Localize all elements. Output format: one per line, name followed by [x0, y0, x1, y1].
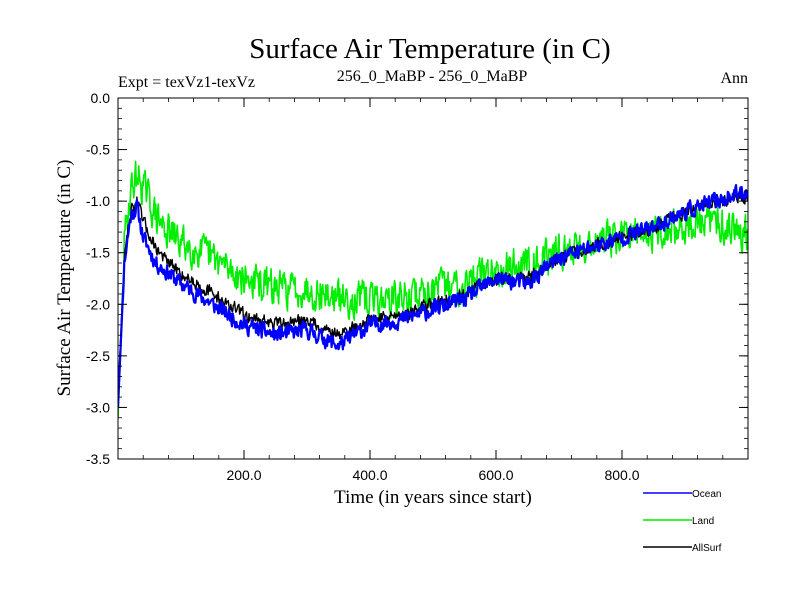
x-tick-label: 200.0	[226, 467, 261, 483]
series-line-ocean	[118, 183, 748, 408]
x-tick-label: 600.0	[478, 467, 513, 483]
x-tick-label: 400.0	[352, 467, 387, 483]
x-axis-label: Time (in years since start)	[334, 487, 532, 508]
x-tick-label: 800.0	[604, 467, 639, 483]
y-tick-label: -1.5	[86, 245, 110, 261]
series-group	[118, 160, 748, 418]
chart-subtitle-right: Ann	[720, 70, 748, 87]
legend-label-ocean: Ocean	[692, 489, 721, 500]
axes-group: 0.0 -0.5 -1.0 -1.5 -2.0 -2.5 -3.0 -3.5 200.0 400.…	[86, 90, 749, 483]
y-axis-label: Surface Air Temperature (in C)	[54, 160, 75, 397]
chart-title: Surface Air Temperature (in C)	[249, 33, 610, 65]
plot-frame	[117, 97, 749, 460]
y-tick-label: -3.5	[86, 451, 110, 467]
legend-label-allsurf: AllSurf	[692, 543, 722, 554]
y-tick-label: 0.0	[91, 90, 111, 106]
series-line-land	[118, 160, 748, 418]
y-tick-label: -1.0	[86, 193, 110, 209]
y-tick-label: -3.0	[86, 399, 110, 415]
legend: Ocean Land AllSurf	[643, 489, 722, 554]
chart-subtitle-left: Expt = texVz1-texVz	[118, 74, 255, 91]
y-tick-label: -2.5	[86, 348, 110, 364]
chart-subtitle-center: 256_0_MaBP - 256_0_MaBP	[337, 68, 528, 85]
legend-label-land: Land	[692, 516, 714, 527]
y-tick-label: -2.0	[86, 296, 110, 312]
y-tick-label: -0.5	[86, 142, 110, 158]
